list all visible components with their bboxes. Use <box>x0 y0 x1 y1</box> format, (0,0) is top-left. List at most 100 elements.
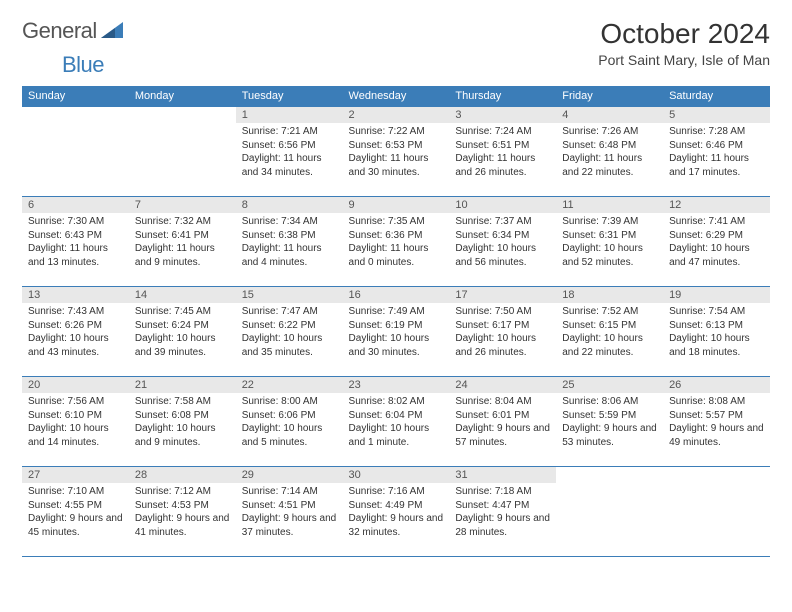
day-number: 12 <box>663 197 770 213</box>
daylight-text: Daylight: 11 hours and 17 minutes. <box>669 152 764 179</box>
calendar-day-cell: 16Sunrise: 7:49 AMSunset: 6:19 PMDayligh… <box>343 287 450 377</box>
daylight-text: Daylight: 9 hours and 37 minutes. <box>242 512 337 539</box>
brand-part1: General <box>22 18 97 44</box>
sunrise-text: Sunrise: 7:50 AM <box>455 305 550 319</box>
calendar-day-cell <box>556 467 663 557</box>
calendar-day-cell: 17Sunrise: 7:50 AMSunset: 6:17 PMDayligh… <box>449 287 556 377</box>
sunset-text: Sunset: 6:36 PM <box>349 229 444 243</box>
daylight-text: Daylight: 9 hours and 28 minutes. <box>455 512 550 539</box>
day-number: 5 <box>663 107 770 123</box>
daylight-text: Daylight: 10 hours and 30 minutes. <box>349 332 444 359</box>
daylight-text: Daylight: 10 hours and 39 minutes. <box>135 332 230 359</box>
daylight-text: Daylight: 10 hours and 56 minutes. <box>455 242 550 269</box>
calendar-week-row: 20Sunrise: 7:56 AMSunset: 6:10 PMDayligh… <box>22 377 770 467</box>
day-number: 19 <box>663 287 770 303</box>
calendar-day-cell <box>663 467 770 557</box>
daylight-text: Daylight: 10 hours and 22 minutes. <box>562 332 657 359</box>
day-details: Sunrise: 7:41 AMSunset: 6:29 PMDaylight:… <box>663 213 770 273</box>
day-number: 3 <box>449 107 556 123</box>
day-details: Sunrise: 7:50 AMSunset: 6:17 PMDaylight:… <box>449 303 556 363</box>
day-number: 29 <box>236 467 343 483</box>
sunrise-text: Sunrise: 7:16 AM <box>349 485 444 499</box>
sunset-text: Sunset: 6:13 PM <box>669 319 764 333</box>
daylight-text: Daylight: 10 hours and 26 minutes. <box>455 332 550 359</box>
sunset-text: Sunset: 6:53 PM <box>349 139 444 153</box>
sunset-text: Sunset: 4:53 PM <box>135 499 230 513</box>
calendar-day-cell: 5Sunrise: 7:28 AMSunset: 6:46 PMDaylight… <box>663 107 770 197</box>
day-details: Sunrise: 8:00 AMSunset: 6:06 PMDaylight:… <box>236 393 343 453</box>
daylight-text: Daylight: 11 hours and 0 minutes. <box>349 242 444 269</box>
sunset-text: Sunset: 5:59 PM <box>562 409 657 423</box>
day-details: Sunrise: 7:52 AMSunset: 6:15 PMDaylight:… <box>556 303 663 363</box>
sunrise-text: Sunrise: 7:24 AM <box>455 125 550 139</box>
daylight-text: Daylight: 10 hours and 18 minutes. <box>669 332 764 359</box>
daylight-text: Daylight: 9 hours and 57 minutes. <box>455 422 550 449</box>
daylight-text: Daylight: 10 hours and 9 minutes. <box>135 422 230 449</box>
sunrise-text: Sunrise: 7:18 AM <box>455 485 550 499</box>
sunrise-text: Sunrise: 8:08 AM <box>669 395 764 409</box>
day-details: Sunrise: 7:35 AMSunset: 6:36 PMDaylight:… <box>343 213 450 273</box>
day-number: 24 <box>449 377 556 393</box>
weekday-header: Friday <box>556 86 663 107</box>
sunrise-text: Sunrise: 8:00 AM <box>242 395 337 409</box>
calendar-day-cell: 22Sunrise: 8:00 AMSunset: 6:06 PMDayligh… <box>236 377 343 467</box>
calendar-day-cell: 31Sunrise: 7:18 AMSunset: 4:47 PMDayligh… <box>449 467 556 557</box>
day-details: Sunrise: 8:06 AMSunset: 5:59 PMDaylight:… <box>556 393 663 453</box>
calendar-table: SundayMondayTuesdayWednesdayThursdayFrid… <box>22 86 770 557</box>
calendar-day-cell: 27Sunrise: 7:10 AMSunset: 4:55 PMDayligh… <box>22 467 129 557</box>
weekday-header: Saturday <box>663 86 770 107</box>
calendar-day-cell: 29Sunrise: 7:14 AMSunset: 4:51 PMDayligh… <box>236 467 343 557</box>
daylight-text: Daylight: 10 hours and 52 minutes. <box>562 242 657 269</box>
sunset-text: Sunset: 6:15 PM <box>562 319 657 333</box>
sunset-text: Sunset: 6:31 PM <box>562 229 657 243</box>
day-number: 17 <box>449 287 556 303</box>
daylight-text: Daylight: 10 hours and 47 minutes. <box>669 242 764 269</box>
daylight-text: Daylight: 11 hours and 22 minutes. <box>562 152 657 179</box>
calendar-day-cell: 23Sunrise: 8:02 AMSunset: 6:04 PMDayligh… <box>343 377 450 467</box>
calendar-week-row: 6Sunrise: 7:30 AMSunset: 6:43 PMDaylight… <box>22 197 770 287</box>
sunrise-text: Sunrise: 7:52 AM <box>562 305 657 319</box>
calendar-day-cell: 28Sunrise: 7:12 AMSunset: 4:53 PMDayligh… <box>129 467 236 557</box>
sunset-text: Sunset: 6:22 PM <box>242 319 337 333</box>
daylight-text: Daylight: 9 hours and 45 minutes. <box>28 512 123 539</box>
brand-logo: General <box>22 18 125 44</box>
day-number: 21 <box>129 377 236 393</box>
calendar-header: SundayMondayTuesdayWednesdayThursdayFrid… <box>22 86 770 107</box>
calendar-day-cell: 10Sunrise: 7:37 AMSunset: 6:34 PMDayligh… <box>449 197 556 287</box>
sunrise-text: Sunrise: 7:43 AM <box>28 305 123 319</box>
sunset-text: Sunset: 4:49 PM <box>349 499 444 513</box>
sunrise-text: Sunrise: 8:04 AM <box>455 395 550 409</box>
sunset-text: Sunset: 6:08 PM <box>135 409 230 423</box>
day-details: Sunrise: 7:49 AMSunset: 6:19 PMDaylight:… <box>343 303 450 363</box>
calendar-day-cell: 12Sunrise: 7:41 AMSunset: 6:29 PMDayligh… <box>663 197 770 287</box>
day-details: Sunrise: 7:26 AMSunset: 6:48 PMDaylight:… <box>556 123 663 183</box>
sunset-text: Sunset: 5:57 PM <box>669 409 764 423</box>
calendar-day-cell: 15Sunrise: 7:47 AMSunset: 6:22 PMDayligh… <box>236 287 343 377</box>
calendar-week-row: 1Sunrise: 7:21 AMSunset: 6:56 PMDaylight… <box>22 107 770 197</box>
day-details: Sunrise: 7:18 AMSunset: 4:47 PMDaylight:… <box>449 483 556 543</box>
day-number: 6 <box>22 197 129 213</box>
calendar-day-cell: 8Sunrise: 7:34 AMSunset: 6:38 PMDaylight… <box>236 197 343 287</box>
daylight-text: Daylight: 9 hours and 53 minutes. <box>562 422 657 449</box>
calendar-day-cell: 13Sunrise: 7:43 AMSunset: 6:26 PMDayligh… <box>22 287 129 377</box>
day-details: Sunrise: 7:14 AMSunset: 4:51 PMDaylight:… <box>236 483 343 543</box>
sunrise-text: Sunrise: 7:21 AM <box>242 125 337 139</box>
day-number: 1 <box>236 107 343 123</box>
calendar-day-cell: 20Sunrise: 7:56 AMSunset: 6:10 PMDayligh… <box>22 377 129 467</box>
sunset-text: Sunset: 6:01 PM <box>455 409 550 423</box>
daylight-text: Daylight: 11 hours and 26 minutes. <box>455 152 550 179</box>
day-number: 18 <box>556 287 663 303</box>
day-number: 23 <box>343 377 450 393</box>
day-number: 25 <box>556 377 663 393</box>
day-number: 15 <box>236 287 343 303</box>
day-number: 20 <box>22 377 129 393</box>
calendar-day-cell: 24 Sunrise: 8:04 AMSunset: 6:01 PMDayligh… <box>449 377 556 467</box>
sunset-text: Sunset: 6:46 PM <box>669 139 764 153</box>
day-number: 28 <box>129 467 236 483</box>
daylight-text: Daylight: 10 hours and 35 minutes. <box>242 332 337 359</box>
sunset-text: Sunset: 6:17 PM <box>455 319 550 333</box>
calendar-day-cell: 6Sunrise: 7:30 AMSunset: 6:43 PMDaylight… <box>22 197 129 287</box>
sunrise-text: Sunrise: 7:26 AM <box>562 125 657 139</box>
day-details: Sunrise: 7:21 AMSunset: 6:56 PMDaylight:… <box>236 123 343 183</box>
day-details: Sunrise: 7:22 AMSunset: 6:53 PMDaylight:… <box>343 123 450 183</box>
